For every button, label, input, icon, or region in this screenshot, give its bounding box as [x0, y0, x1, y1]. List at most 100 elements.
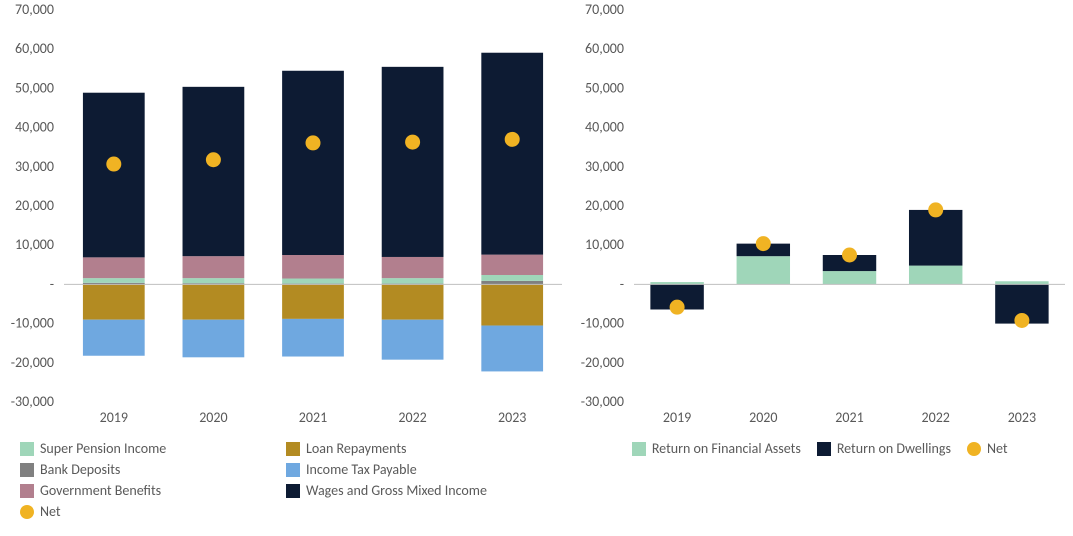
- bar-seg-fin_assets: [909, 266, 962, 285]
- net-marker: [842, 248, 857, 263]
- y-tick-label: -10,000: [11, 315, 54, 332]
- legend-item: Government Benefits: [20, 482, 270, 499]
- legend-square-icon: [20, 463, 34, 477]
- x-category-label: 2023: [498, 409, 526, 426]
- legend-square-icon: [817, 442, 831, 456]
- bar-seg-wages_mix: [83, 93, 145, 258]
- net-marker: [756, 236, 771, 251]
- y-tick-label: 60,000: [15, 40, 54, 57]
- bar-seg-government_benefits: [282, 255, 344, 279]
- y-tick-label: 10,000: [15, 236, 54, 253]
- chart-svg: -30,000-20,000-10,000-10,00020,00030,000…: [570, 0, 1073, 430]
- bar-seg-fin_assets: [737, 256, 790, 284]
- bar-seg-income_tax: [83, 320, 145, 356]
- legend-item: Income Tax Payable: [286, 461, 546, 478]
- bar-seg-loan_repayments: [83, 284, 145, 319]
- x-category-label: 2021: [299, 409, 327, 426]
- net-marker: [405, 135, 420, 150]
- y-tick-label: 70,000: [585, 1, 624, 18]
- bar-seg-wages_mix: [481, 53, 543, 255]
- bar-seg-government_benefits: [183, 256, 245, 278]
- legend-item: Net: [967, 440, 1008, 457]
- y-tick-label: 30,000: [15, 158, 54, 175]
- legend-square-icon: [286, 484, 300, 498]
- y-tick-label: 20,000: [15, 197, 54, 214]
- x-category-label: 2019: [100, 409, 128, 426]
- left-chart-panel: -30,000-20,000-10,000-10,00020,00030,000…: [0, 0, 570, 430]
- legend-dot-icon: [967, 442, 981, 456]
- legend-label: Income Tax Payable: [306, 461, 417, 478]
- y-tick-label: 10,000: [585, 236, 624, 253]
- bar-seg-fin_assets: [823, 271, 876, 284]
- net-marker: [1014, 313, 1029, 328]
- figure-container: -30,000-20,000-10,000-10,00020,00030,000…: [0, 0, 1073, 536]
- x-category-label: 2019: [663, 409, 691, 426]
- y-tick-label: 40,000: [15, 119, 54, 136]
- bar-seg-government_benefits: [382, 257, 444, 278]
- y-tick-label: -20,000: [581, 354, 624, 371]
- x-category-label: 2020: [199, 409, 227, 426]
- y-tick-label: 70,000: [15, 1, 54, 18]
- net-marker: [670, 300, 685, 315]
- net-marker: [306, 135, 321, 150]
- y-tick-label: -: [620, 275, 624, 292]
- right-chart-panel: -30,000-20,000-10,000-10,00020,00030,000…: [570, 0, 1073, 430]
- legend-label: Bank Deposits: [40, 461, 120, 478]
- left-legend: Super Pension Income Loan Repayments Bank …: [0, 436, 570, 524]
- legend-item: Return on Dwellings: [817, 440, 951, 457]
- bar-seg-super_pension: [382, 278, 444, 283]
- bar-seg-loan_repayments: [481, 284, 543, 325]
- x-category-label: 2021: [835, 409, 863, 426]
- charts-row: -30,000-20,000-10,000-10,00020,00030,000…: [0, 0, 1073, 436]
- y-tick-label: -20,000: [11, 354, 54, 371]
- bar-seg-wages_mix: [282, 71, 344, 255]
- bar-seg-government_benefits: [83, 257, 145, 278]
- legend-label: Super Pension Income: [40, 440, 166, 457]
- bar-seg-super_pension: [282, 279, 344, 284]
- legend-dot-icon: [20, 505, 34, 519]
- legend-label: Net: [987, 440, 1008, 457]
- legend-label: Wages and Gross Mixed Income: [306, 482, 487, 499]
- legend-label: Net: [40, 503, 61, 520]
- y-tick-label: -30,000: [581, 393, 624, 410]
- bar-seg-loan_repayments: [183, 284, 245, 319]
- bar-seg-super_pension: [481, 275, 543, 281]
- bar-seg-wages_mix: [382, 67, 444, 257]
- y-tick-label: -30,000: [11, 393, 54, 410]
- bar-seg-super_pension: [83, 278, 145, 283]
- legend-item: Loan Repayments: [286, 440, 546, 457]
- legend-item: Super Pension Income: [20, 440, 270, 457]
- legends-row: Super Pension Income Loan Repayments Bank …: [0, 436, 1073, 536]
- bar-seg-income_tax: [183, 320, 245, 358]
- legend-item: Net: [20, 503, 270, 520]
- chart-svg: -30,000-20,000-10,000-10,00020,00030,000…: [0, 0, 570, 430]
- x-category-label: 2022: [398, 409, 426, 426]
- legend-label: Return on Financial Assets: [652, 440, 801, 457]
- bar-seg-super_pension: [183, 278, 245, 283]
- y-tick-label: -: [50, 275, 54, 292]
- bar-seg-government_benefits: [481, 255, 543, 275]
- legend-label: Government Benefits: [40, 482, 161, 499]
- bar-seg-income_tax: [282, 319, 344, 357]
- legend-item: Bank Deposits: [20, 461, 270, 478]
- legend-label: Loan Repayments: [306, 440, 407, 457]
- legend-label: Return on Dwellings: [837, 440, 951, 457]
- net-marker: [505, 132, 520, 147]
- bar-seg-income_tax: [481, 326, 543, 372]
- legend-item: Return on Financial Assets: [632, 440, 801, 457]
- legend-square-icon: [286, 442, 300, 456]
- legend-square-icon: [286, 463, 300, 477]
- bar-seg-wages_mix: [183, 87, 245, 256]
- y-tick-label: 30,000: [585, 158, 624, 175]
- legend-square-icon: [20, 484, 34, 498]
- y-tick-label: -10,000: [581, 315, 624, 332]
- bar-seg-bank_deposits: [481, 281, 543, 285]
- net-marker: [206, 152, 221, 167]
- y-tick-label: 20,000: [585, 197, 624, 214]
- net-marker: [928, 202, 943, 217]
- y-tick-label: 60,000: [585, 40, 624, 57]
- right-legend: Return on Financial Assets Return on Dwel…: [570, 436, 1073, 461]
- y-tick-label: 40,000: [585, 119, 624, 136]
- legend-square-icon: [20, 442, 34, 456]
- legend-item: Wages and Gross Mixed Income: [286, 482, 546, 499]
